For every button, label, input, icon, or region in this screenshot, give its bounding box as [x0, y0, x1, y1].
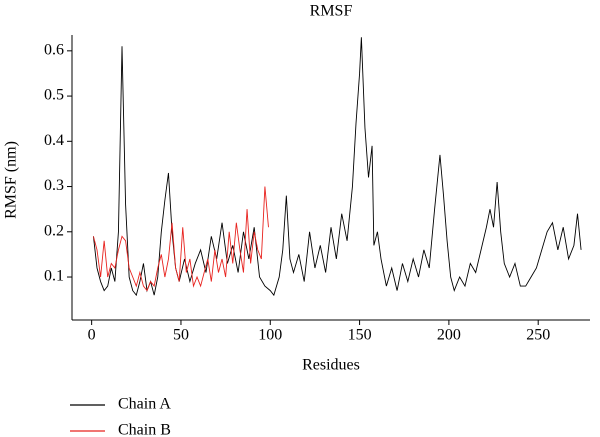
x-tick-label: 150: [348, 327, 372, 344]
y-tick-label: 0.3: [44, 177, 64, 194]
x-tick-label: 100: [258, 327, 282, 344]
y-tick-label: 0.1: [44, 268, 64, 285]
x-tick-label: 0: [88, 327, 96, 344]
x-tick-label: 250: [526, 327, 550, 344]
y-tick-label: 0.6: [44, 42, 64, 59]
series-line: [92, 37, 582, 297]
y-tick-label: 0.2: [44, 222, 64, 239]
x-tick-label: 50: [173, 327, 189, 344]
chart-title: RMSF: [310, 3, 353, 20]
legend-label: Chain B: [118, 422, 171, 437]
legend-label: Chain A: [118, 396, 171, 413]
x-tick-label: 200: [437, 327, 461, 344]
y-axis-label: RMSF (nm): [3, 141, 20, 219]
y-tick-label: 0.5: [44, 87, 64, 104]
x-axis-label: Residues: [302, 357, 360, 374]
series-line: [92, 186, 269, 292]
y-tick-label: 0.4: [44, 132, 64, 149]
